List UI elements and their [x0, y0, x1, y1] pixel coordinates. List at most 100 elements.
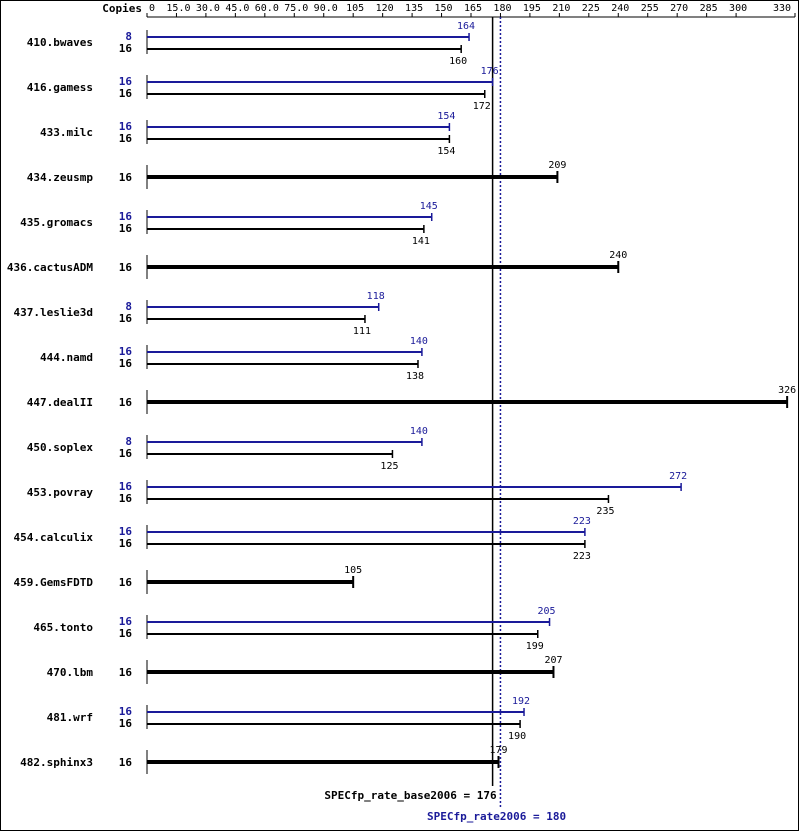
bar [147, 400, 788, 404]
bar [147, 318, 365, 320]
bar [147, 48, 462, 50]
benchmark-label: 470.lbm [47, 666, 94, 679]
value-label: 176 [481, 66, 499, 77]
value-label: 192 [512, 696, 530, 707]
x-tick-label: 210 [552, 3, 570, 14]
copies: 16 [119, 615, 133, 628]
bar [147, 265, 619, 269]
copies-header: Copies [102, 2, 142, 15]
bar [147, 453, 393, 455]
value-label: 272 [669, 471, 687, 482]
bar [147, 175, 558, 179]
bar [147, 498, 609, 500]
benchmark-label: 436.cactusADM [7, 261, 93, 274]
bar [147, 126, 450, 128]
x-tick-label: 0 [149, 3, 155, 14]
copies: 16 [119, 447, 133, 460]
x-tick-label: 180 [493, 3, 511, 14]
benchmark-label: 416.gamess [27, 81, 93, 94]
benchmark-label: 454.calculix [14, 531, 94, 544]
value-label: 111 [353, 326, 371, 337]
copies: 16 [119, 171, 133, 184]
copies: 16 [119, 312, 133, 325]
value-label: 240 [609, 250, 627, 261]
value-label: 160 [449, 56, 467, 67]
x-tick-label: 300 [729, 3, 747, 14]
x-tick-label: 60.0 [255, 3, 279, 14]
bar [147, 306, 379, 308]
benchmark-label: 437.leslie3d [14, 306, 93, 319]
value-label: 326 [778, 385, 796, 396]
peak-metric-label: SPECfp_rate2006 = 180 [427, 810, 566, 823]
copies: 16 [119, 75, 133, 88]
value-label: 140 [410, 426, 428, 437]
value-label: 140 [410, 336, 428, 347]
bar [147, 580, 354, 584]
copies: 16 [119, 480, 133, 493]
x-tick-label: 75.0 [284, 3, 308, 14]
x-tick-label: 165 [464, 3, 482, 14]
value-label: 190 [508, 731, 526, 742]
value-label: 207 [544, 655, 562, 666]
copies: 16 [119, 717, 133, 730]
copies: 16 [119, 537, 133, 550]
copies: 16 [119, 42, 133, 55]
benchmark-label: 482.sphinx3 [20, 756, 93, 769]
bar [147, 441, 422, 443]
benchmark-label: 453.povray [27, 486, 94, 499]
x-tick-label: 285 [700, 3, 718, 14]
x-tick-label: 240 [611, 3, 629, 14]
base-metric-label: SPECfp_rate_base2006 = 176 [324, 789, 497, 802]
bar [147, 621, 550, 623]
value-label: 154 [437, 111, 455, 122]
bar [147, 543, 585, 545]
benchmark-label: 465.tonto [33, 621, 93, 634]
value-label: 118 [367, 291, 385, 302]
value-label: 138 [406, 371, 424, 382]
value-label: 209 [548, 160, 566, 171]
bar [147, 93, 485, 95]
benchmark-label: 433.milc [40, 126, 93, 139]
copies: 8 [125, 300, 132, 313]
bar [147, 81, 493, 83]
bar [147, 531, 585, 533]
x-tick-label: 255 [641, 3, 659, 14]
copies: 16 [119, 705, 133, 718]
bar [147, 670, 554, 674]
copies: 8 [125, 30, 132, 43]
copies: 16 [119, 525, 133, 538]
benchmark-label: 459.GemsFDTD [14, 576, 94, 589]
copies: 16 [119, 120, 133, 133]
copies: 16 [119, 345, 133, 358]
copies: 16 [119, 261, 133, 274]
benchmark-label: 434.zeusmp [27, 171, 94, 184]
benchmark-label: 410.bwaves [27, 36, 93, 49]
benchmark-label: 481.wrf [47, 711, 93, 724]
x-tick-label: 120 [376, 3, 394, 14]
benchmark-label: 447.dealII [27, 396, 93, 409]
value-label: 223 [573, 551, 591, 562]
value-label: 235 [596, 506, 614, 517]
x-tick-label: 90.0 [314, 3, 338, 14]
copies: 16 [119, 132, 133, 145]
x-tick-label: 150 [435, 3, 453, 14]
copies: 16 [119, 210, 133, 223]
copies: 16 [119, 222, 133, 235]
bar [147, 633, 538, 635]
x-tick-label: 270 [670, 3, 688, 14]
bar [147, 711, 525, 713]
copies: 16 [119, 87, 133, 100]
copies: 16 [119, 627, 133, 640]
value-label: 172 [473, 101, 491, 112]
bar [147, 138, 450, 140]
value-label: 125 [380, 461, 398, 472]
value-label: 223 [573, 516, 591, 527]
value-label: 105 [344, 565, 362, 576]
x-tick-label: 45.0 [225, 3, 249, 14]
value-label: 145 [420, 201, 438, 212]
copies: 8 [125, 435, 132, 448]
copies: 16 [119, 396, 133, 409]
x-tick-label: 330 [773, 3, 791, 14]
x-tick-label: 105 [346, 3, 364, 14]
